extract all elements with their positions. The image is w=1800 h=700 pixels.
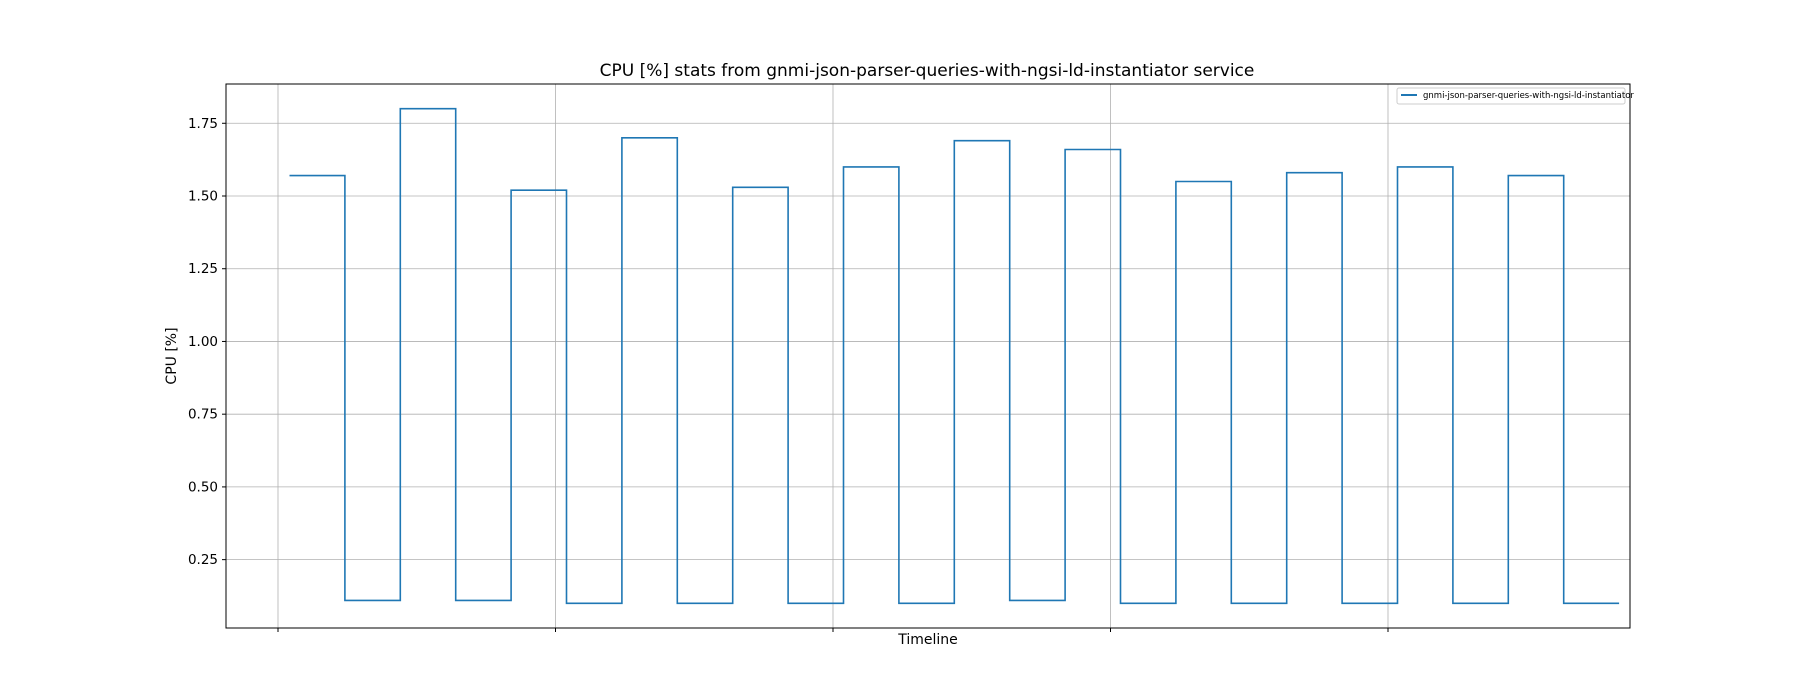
y-tick-label: 1.25 xyxy=(188,261,218,277)
series-line xyxy=(289,107,1620,605)
plot-area-frame xyxy=(225,83,1631,629)
legend: gnmi-json-parser-queries-with-ngsi-ld-in… xyxy=(1396,87,1634,105)
series-layer xyxy=(289,107,1620,605)
y-tick-label: 1.75 xyxy=(188,116,218,132)
y-ticks: 0.25 0.50 0.75 1.00 1.25 1.50 1.75 xyxy=(188,116,226,568)
x-gridlines xyxy=(277,84,1389,628)
chart-title: CPU [%] stats from gnmi-json-parser-quer… xyxy=(600,61,1255,81)
y-tick-label: 0.50 xyxy=(188,479,218,495)
y-axis-label: CPU [%] xyxy=(164,327,180,384)
y-tick-label: 0.25 xyxy=(188,552,218,568)
y-tick-label: 1.50 xyxy=(188,189,218,205)
x-ticks xyxy=(277,628,1389,632)
y-gridlines xyxy=(226,122,1630,561)
y-tick-label: 0.75 xyxy=(188,407,218,423)
x-axis-label: Timeline xyxy=(897,632,958,648)
legend-box xyxy=(1396,87,1626,105)
y-tick-label: 1.00 xyxy=(188,334,218,350)
legend-label: gnmi-json-parser-queries-with-ngsi-ld-in… xyxy=(1423,91,1634,101)
